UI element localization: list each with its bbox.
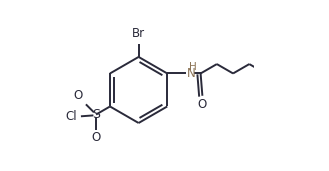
Text: N: N — [187, 67, 196, 80]
Text: H: H — [189, 62, 196, 72]
Text: Br: Br — [132, 27, 145, 40]
Text: Cl: Cl — [66, 110, 77, 123]
Text: O: O — [74, 89, 83, 102]
Text: S: S — [92, 108, 100, 121]
Text: O: O — [91, 131, 101, 144]
Text: O: O — [198, 98, 207, 111]
